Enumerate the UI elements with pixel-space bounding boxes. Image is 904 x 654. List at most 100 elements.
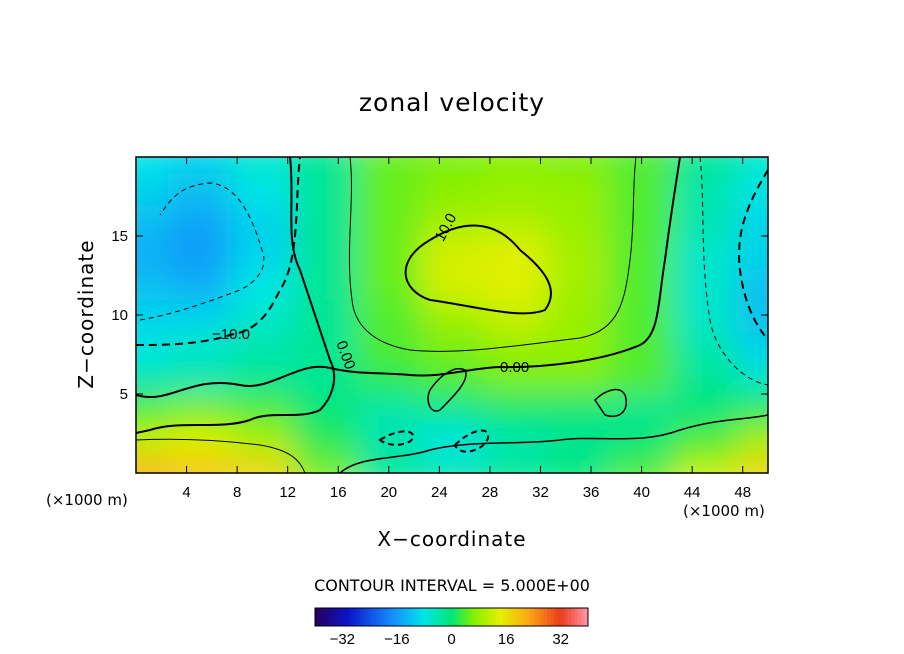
heatmap-cell (167, 425, 232, 459)
heatmap-field (136, 157, 768, 473)
contour-line (404, 224, 552, 315)
heatmap-cell (483, 330, 548, 364)
x-tick-label: 36 (583, 484, 600, 501)
colorbar-bin (519, 608, 524, 626)
heatmap-cell (546, 267, 611, 301)
contour-line (136, 157, 681, 399)
colorbar-bin (315, 608, 319, 626)
heatmap-cell (546, 457, 611, 473)
colorbar-bin (492, 608, 497, 626)
colorbar-bin (393, 608, 398, 626)
heatmap-cell (357, 172, 422, 206)
heatmap-cell (673, 362, 738, 395)
heatmap-cell (546, 362, 611, 395)
colorbar-bin (567, 608, 572, 626)
heatmap-cell (610, 394, 675, 427)
heatmap-cell (167, 157, 232, 174)
colorbar-bin (451, 608, 456, 626)
heatmap-cell (546, 330, 611, 364)
heatmap-cell (420, 236, 485, 269)
contour-line (699, 157, 768, 386)
heatmap-cell (230, 330, 295, 364)
heatmap-cell (294, 204, 359, 237)
colorbar-bin (560, 608, 565, 626)
x-tick-label: 24 (431, 484, 448, 501)
heatmap-cell (546, 204, 611, 237)
heatmap-cell (294, 299, 359, 332)
colorbar-bin (574, 608, 579, 626)
heatmap-cell (230, 157, 295, 174)
heatmap-cell (230, 172, 295, 206)
heatmap-cell (610, 157, 675, 174)
heatmap-cell (736, 330, 768, 364)
colorbar-tick-label: 16 (498, 631, 515, 648)
colorbar-bin (410, 608, 415, 626)
colorbar-bin (502, 608, 507, 626)
colorbar-bin (475, 608, 480, 626)
colorbar (314, 607, 589, 627)
colorbar-bin (403, 608, 408, 626)
heatmap-cell (546, 236, 611, 269)
heatmap-cell (136, 330, 169, 364)
colorbar-tick-label: 0 (447, 631, 455, 648)
heatmap-cell (357, 362, 422, 395)
colorbar-bin (332, 608, 336, 626)
x-tick-label: 16 (330, 484, 347, 501)
heatmap-cell (483, 457, 548, 473)
colorbar-bin (349, 608, 354, 626)
heatmap-cell (420, 172, 485, 206)
heatmap-cell (230, 362, 295, 395)
colorbar-bin (407, 608, 412, 626)
colorbar-tick-label: −16 (384, 631, 409, 648)
heatmap-cell (736, 425, 768, 459)
heatmap-cell (294, 457, 359, 473)
heatmap-cell (230, 457, 295, 473)
colorbar-bin (529, 608, 534, 626)
contour-line (453, 429, 490, 453)
x-tick-label: 32 (532, 484, 549, 501)
heatmap-cell (673, 330, 738, 364)
heatmap-cell (230, 236, 295, 269)
colorbar-bin (386, 608, 391, 626)
contour-lines (136, 157, 768, 473)
heatmap-cell (230, 299, 295, 332)
colorbar-bin (437, 608, 442, 626)
heatmap-cell (136, 236, 169, 269)
heatmap-cell (294, 394, 359, 427)
y-tick-label: 10 (111, 307, 128, 324)
colorbar-bin (543, 608, 548, 626)
x-unit-right: (×1000 m) (683, 502, 765, 520)
heatmap-cell (136, 362, 169, 395)
colorbar-bin (570, 608, 575, 626)
colorbar-bin (366, 608, 371, 626)
x-tick-label: 4 (182, 484, 190, 501)
colorbar-bin (400, 608, 405, 626)
heatmap-cell (136, 172, 169, 206)
heatmap-cell (136, 394, 169, 427)
colorbar-bin (342, 608, 347, 626)
colorbar-bin (355, 608, 360, 626)
heatmap-cell (673, 204, 738, 237)
heatmap-cell (357, 299, 422, 332)
heatmap-cell (483, 299, 548, 332)
contour-line (139, 182, 265, 321)
heatmap-cell (420, 457, 485, 473)
heatmap-cell (610, 267, 675, 301)
colorbar-bin (458, 608, 463, 626)
colorbar-bin (482, 608, 487, 626)
heatmap-cell (483, 172, 548, 206)
heatmap-cell (483, 267, 548, 301)
colorbar-bin (584, 608, 589, 626)
heatmap-cell (167, 172, 232, 206)
colorbar-bin (352, 608, 357, 626)
colorbar-bin (564, 608, 569, 626)
colorbar-bin (413, 608, 418, 626)
contour-line (738, 169, 768, 341)
colorbar-bin (318, 608, 323, 626)
heatmap-cell (357, 267, 422, 301)
colorbar-bin (577, 608, 582, 626)
colorbar-bin (427, 608, 432, 626)
heatmap-cell (136, 267, 169, 301)
colorbar-bin (485, 608, 490, 626)
